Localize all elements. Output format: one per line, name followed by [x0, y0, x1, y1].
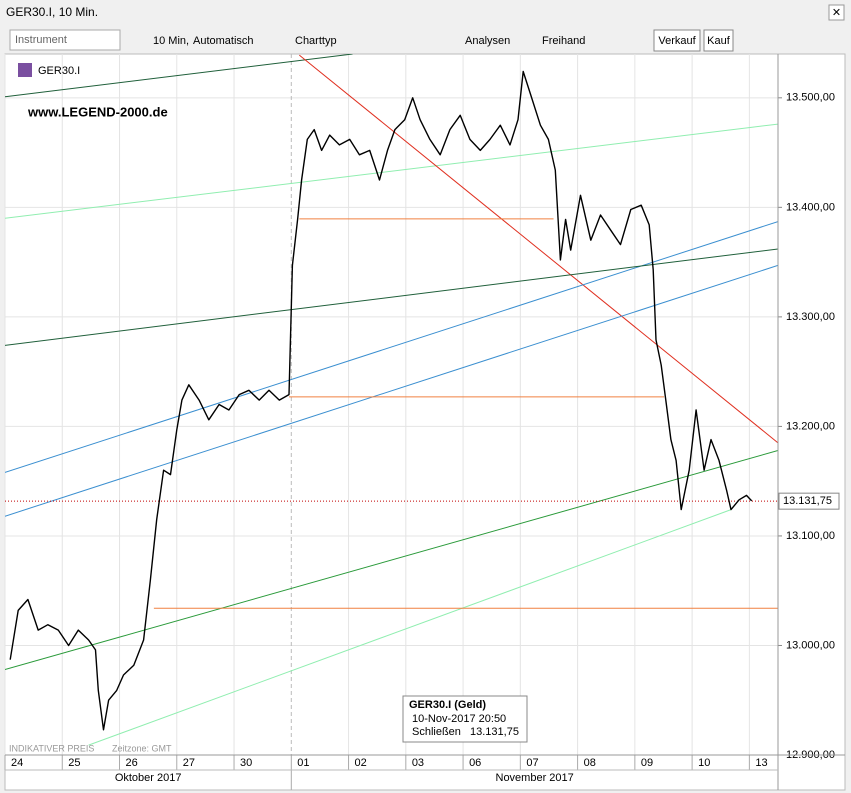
x-tick-label: 30: [240, 757, 252, 769]
y-tick-label: 13.500,00: [786, 92, 835, 104]
y-tick-label: 13.100,00: [786, 530, 835, 542]
x-tick-label: 26: [126, 757, 138, 769]
legend-label[interactable]: GER30.I: [38, 65, 80, 77]
tooltip-time: 10-Nov-2017 20:50: [412, 713, 506, 725]
y-tick-label: 13.300,00: [786, 311, 835, 323]
trendline: [5, 248, 778, 346]
last-price-box: [778, 492, 840, 510]
tooltip-value: 13.131,75: [470, 726, 519, 738]
month-label: Oktober 2017: [115, 772, 182, 784]
trendline: [88, 509, 732, 746]
x-tick-label: 24: [11, 757, 23, 769]
price-line: [9, 70, 753, 731]
axes: 12.900,0013.000,0013.100,0013.200,0013.3…: [4, 92, 840, 790]
trendline: [5, 54, 353, 98]
footer-timezone: Zeitzone: GMT: [112, 743, 172, 753]
buy-label: Kauf: [707, 35, 731, 47]
chart-type[interactable]: Charttyp: [295, 35, 337, 47]
tooltip-box: [402, 695, 528, 743]
grid: [4, 54, 778, 756]
x-tick-label: 10: [698, 757, 710, 769]
trendline: [5, 123, 778, 219]
freehand[interactable]: Freihand: [542, 35, 585, 47]
trendline: [5, 450, 778, 671]
trendline: [5, 264, 778, 517]
instrument-input[interactable]: [9, 29, 121, 51]
watermark: www.LEGEND-2000.de: [27, 104, 168, 119]
legend-icon: [18, 63, 32, 77]
close-icon: ✕: [832, 7, 841, 19]
tooltip-field: Schließen: [412, 726, 461, 738]
interval[interactable]: 10 Min,: [153, 35, 189, 47]
x-tick-label: 09: [641, 757, 653, 769]
buy-button[interactable]: [703, 29, 734, 52]
y-tick-label: 13.400,00: [786, 201, 835, 213]
x-tick-label: 25: [68, 757, 80, 769]
x-tick-label: 08: [584, 757, 596, 769]
footer-note: INDIKATIVER PREIS: [9, 743, 94, 753]
x-tick-label: 03: [412, 757, 424, 769]
analyses[interactable]: Analysen: [465, 35, 510, 47]
sell-label: Verkauf: [658, 35, 696, 47]
plot: [5, 54, 778, 746]
trendline: [5, 221, 778, 473]
month-label: November 2017: [496, 772, 574, 784]
instrument-placeholder: Instrument: [15, 34, 67, 46]
x-tick-label: 27: [183, 757, 195, 769]
window-title: GER30.I, 10 Min.: [6, 5, 98, 19]
y-tick-label: 13.000,00: [786, 639, 835, 651]
chart-panel: [4, 53, 846, 791]
close-button[interactable]: [828, 4, 845, 21]
y-tick-label: 13.200,00: [786, 420, 835, 432]
x-tick-label: 06: [469, 757, 481, 769]
trendline: [298, 54, 778, 444]
sell-button[interactable]: [653, 29, 701, 52]
x-tick-label: 02: [355, 757, 367, 769]
x-tick-label: 13: [755, 757, 767, 769]
tooltip-title: GER30.I (Geld): [409, 699, 486, 711]
last-price-label: 13.131,75: [783, 495, 832, 507]
x-tick-label: 01: [297, 757, 309, 769]
mode[interactable]: Automatisch: [193, 35, 254, 47]
x-tick-label: 07: [526, 757, 538, 769]
